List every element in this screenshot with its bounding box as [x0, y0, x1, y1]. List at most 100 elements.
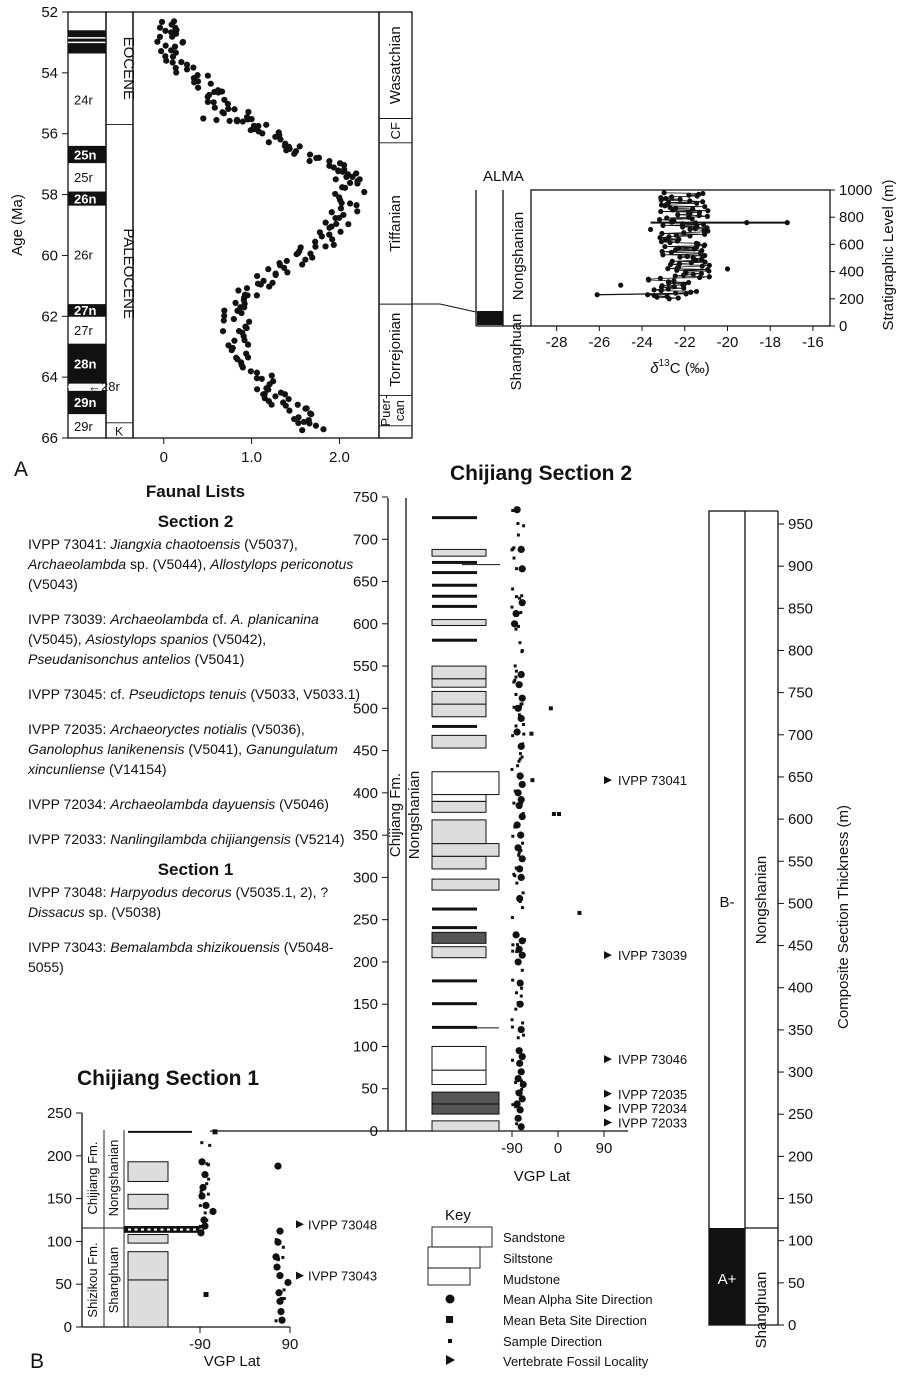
- panel-a-point: [239, 118, 246, 125]
- section2-y-tick-label: 550: [353, 658, 378, 675]
- fauna-text: (V5035.1, 2), ?: [231, 884, 329, 900]
- section2-sample-point: [510, 1018, 514, 1022]
- section2-bed: [431, 794, 487, 802]
- section2-bed: [431, 1103, 500, 1115]
- section2-site-point: [517, 831, 525, 839]
- fauna-taxon: Jiangxia chaotoensis: [110, 536, 241, 552]
- composite-stage-upper: Nongshanian: [753, 856, 770, 944]
- panel-a-x-ticks: 0 1.0 2.0: [160, 438, 350, 466]
- panel-a-point: [337, 205, 345, 212]
- panel-a-point: [277, 136, 284, 143]
- panel-a-point: [361, 188, 368, 196]
- section2-sample-point: [529, 731, 534, 736]
- panel-a-point: [303, 405, 310, 412]
- panel-a-point: [239, 364, 246, 371]
- section2-sample-point: [512, 680, 516, 684]
- section1-sample-point: [200, 1141, 204, 1145]
- fauna-taxon: Archaeoryctes notialis: [110, 721, 248, 737]
- section2-locality-marker: [604, 1089, 612, 1098]
- section2-sample-point: [515, 950, 519, 954]
- section2-y-tick-label: 300: [353, 869, 378, 886]
- section2-sample-point: [522, 524, 526, 528]
- panel-a-point: [280, 264, 288, 271]
- section2-sample-point: [516, 729, 520, 733]
- panel-a-point: [312, 422, 320, 429]
- fauna-taxon: Archaeolambda: [28, 556, 127, 572]
- section2-sample-point: [520, 1079, 524, 1083]
- chron-normal-block: [68, 390, 106, 414]
- panel-a-point: [328, 209, 335, 216]
- fauna-locality-id: IVPP 73039:: [28, 611, 111, 627]
- section2-thin-bed: [432, 604, 477, 608]
- panel-a-point: [156, 33, 164, 40]
- composite-y-tick-label: 850: [788, 600, 813, 617]
- section2-thin-bed: [432, 571, 477, 575]
- panel-a-y-tick-label: 54: [41, 65, 58, 82]
- section1-site-point: [199, 1183, 207, 1192]
- alma-plot-frame: [530, 189, 831, 327]
- section2-site-point: [518, 1095, 526, 1103]
- section2-locality-label: IVPP 73046: [618, 1052, 687, 1067]
- section2-locality-label: IVPP 72035: [618, 1087, 687, 1102]
- panel-a-point: [173, 69, 180, 76]
- alma-x-label-sup: 13: [659, 358, 671, 369]
- section2-y-tick-label: 450: [353, 743, 378, 760]
- alma-y-tick-label: 1000: [839, 182, 872, 199]
- alma-x-tick-label: -24: [631, 334, 653, 351]
- section2-locality-marker: [604, 1055, 612, 1064]
- composite-y-tick-label: 900: [788, 558, 813, 575]
- section2-site-point: [518, 951, 526, 959]
- section2-site-point: [515, 1047, 523, 1055]
- panel-a: Age (Ma) 52 54 56 58 60 62 64 66 24r 25n 25r 26n 26…: [9, 4, 897, 481]
- panel-a-point: [265, 266, 272, 273]
- panel-a-point: [306, 420, 313, 427]
- fauna-text: (V5041): [190, 651, 245, 667]
- panel-a-point: [183, 66, 191, 73]
- section1-sample-point: [208, 1143, 212, 1147]
- alma-x-tick-label: -20: [717, 334, 739, 351]
- panel-a-point: [244, 354, 252, 361]
- section1-sample-point: [279, 1296, 283, 1300]
- section1-y-tick-label: 150: [47, 1191, 72, 1208]
- section2-sample-point: [519, 848, 523, 852]
- panel-a-point: [169, 53, 177, 60]
- chron-24n-block: [68, 30, 106, 54]
- section2-site-point: [517, 714, 525, 723]
- section1-contact-pattern: [180, 1228, 183, 1231]
- section1-site-point: [197, 1229, 205, 1237]
- composite-stage-lower: Shanghuan: [753, 1272, 770, 1349]
- panel-label-a: A: [14, 458, 28, 481]
- composite-zone-a-block: [709, 1228, 745, 1325]
- section2-sample-point: [519, 705, 523, 709]
- alma-x-tick-label: -28: [546, 334, 568, 351]
- section2-bed: [431, 1045, 487, 1071]
- section2-sample-point: [519, 994, 523, 998]
- chron-label: 27r: [74, 323, 93, 338]
- panel-a-y-tick-label: 60: [41, 247, 58, 264]
- panel-a-point: [190, 64, 197, 71]
- section2-sample-point: [517, 624, 521, 628]
- panel-a-point: [335, 167, 342, 174]
- panel-a-point: [333, 220, 340, 227]
- panel-a-point: [211, 88, 218, 96]
- section1-bed: [127, 1279, 169, 1328]
- chron-label: ←28r: [88, 379, 120, 394]
- section1-sample-point: [206, 1163, 210, 1167]
- section1-beta-point: [212, 1129, 218, 1135]
- section1-vgp-points: [197, 1129, 292, 1324]
- panel-a-point: [172, 64, 179, 72]
- section2-bed: [431, 665, 487, 680]
- composite-y-tick-label: 150: [788, 1191, 813, 1208]
- composite-y-axis-label: Composite Section Thickness (m): [835, 805, 852, 1029]
- section2-sample-point: [515, 881, 519, 885]
- section2-y-tick-label: 150: [353, 996, 378, 1013]
- section2-site-point: [514, 1114, 522, 1122]
- section2-site-point: [518, 694, 526, 702]
- panel-a-point: [341, 162, 348, 169]
- panel-a-y-tick-label: 58: [41, 187, 58, 204]
- section2-sample-point: [530, 778, 535, 783]
- composite-y-tick-label: 650: [788, 769, 813, 786]
- section2-lithology: [431, 516, 500, 1132]
- section2-sample-point: [510, 1058, 514, 1062]
